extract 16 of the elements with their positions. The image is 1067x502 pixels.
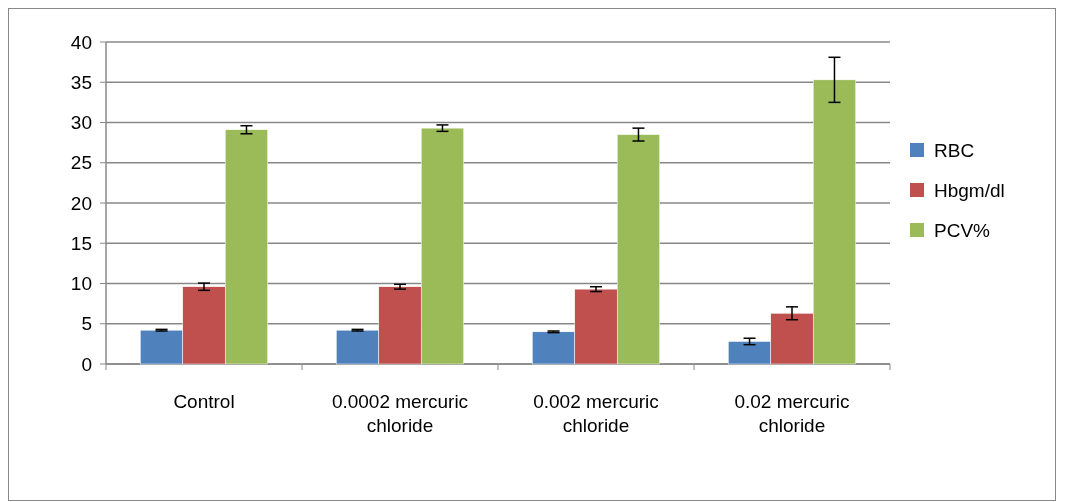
y-tick-label: 15	[70, 232, 92, 254]
y-tick-label: 5	[81, 313, 92, 335]
x-tick-label: 0.002 mercuric chloride	[533, 391, 659, 436]
x-tick-label: Control	[173, 391, 235, 412]
y-tick-label: 25	[70, 152, 92, 174]
y-tick-label: 20	[70, 192, 92, 214]
x-tick-label: 0.0002 mercuric chloride	[331, 391, 469, 436]
y-tick-label: 0	[81, 353, 92, 375]
y-tick-label: 30	[70, 112, 92, 134]
legend-label: PCV%	[934, 219, 991, 241]
x-tick-label: 0.02 mercuric chloride	[734, 391, 850, 436]
y-tick-label: 10	[70, 273, 92, 295]
legend-label: Hbgm/dl	[934, 179, 1005, 201]
legend-label: RBC	[934, 139, 975, 161]
y-tick-label: 35	[70, 71, 92, 93]
y-tick-label: 40	[70, 31, 92, 53]
